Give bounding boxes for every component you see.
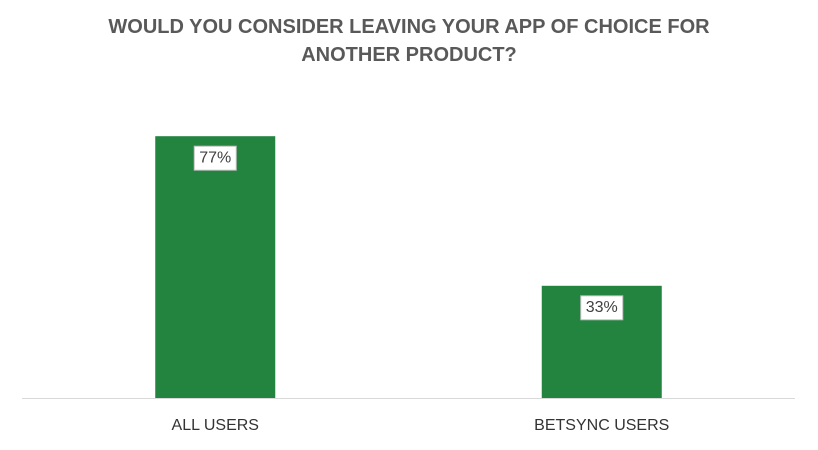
bar [155,136,276,398]
value-label: 77% [199,149,231,166]
value-label-box [580,295,624,321]
chart-title: WOULD YOU CONSIDER LEAVING YOUR APP OF C… [108,16,710,66]
value-label-box [193,145,237,171]
x-tick-label: BETSYNC USERS [534,417,669,434]
x-tick-label: ALL USERS [172,417,259,434]
value-label: 33% [586,299,618,316]
